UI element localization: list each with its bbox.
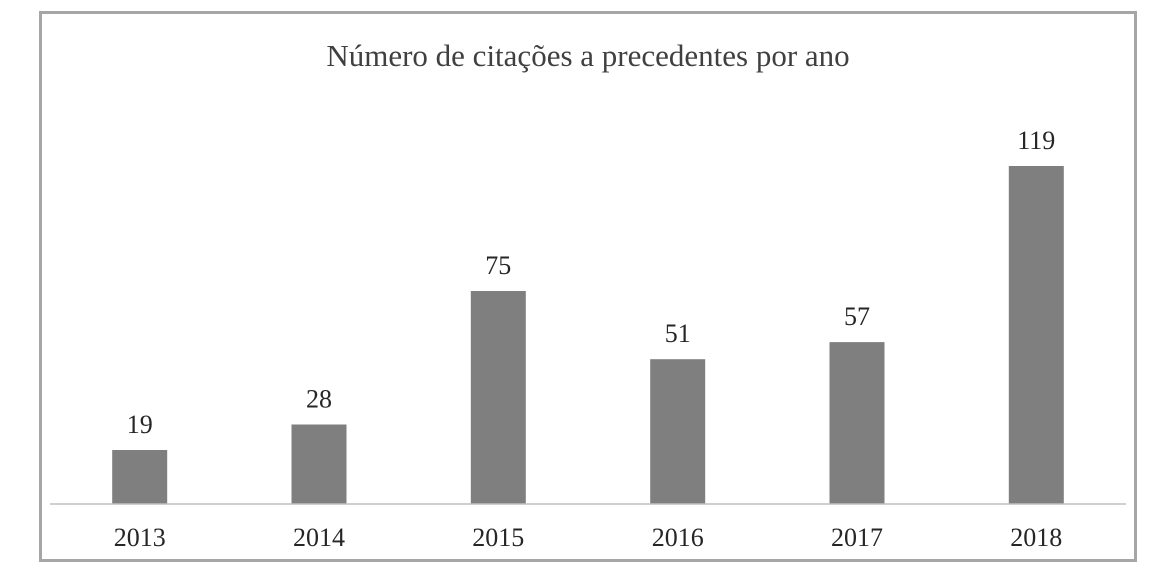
x-tick-label-2018: 2018 bbox=[1010, 523, 1062, 552]
chart-frame: Número de citações a precedentes por ano… bbox=[39, 11, 1137, 562]
data-label-2016: 51 bbox=[665, 319, 691, 348]
bar-2017 bbox=[829, 342, 885, 504]
bar-2016 bbox=[650, 359, 706, 504]
data-label-2015: 75 bbox=[485, 251, 511, 280]
labels-group: 19 28 75 51 57 119 bbox=[127, 126, 1056, 439]
tick-labels-group: 2013 2014 2015 2016 2017 2018 bbox=[114, 523, 1063, 552]
bar-2015 bbox=[470, 291, 526, 504]
bar-2018 bbox=[1008, 166, 1064, 504]
data-label-2014: 28 bbox=[306, 385, 332, 414]
chart-title: Número de citações a precedentes por ano bbox=[326, 38, 849, 73]
x-tick-label-2017: 2017 bbox=[831, 523, 883, 552]
x-tick-label-2013: 2013 bbox=[114, 523, 166, 552]
x-tick-label-2014: 2014 bbox=[293, 523, 345, 552]
bar-2013 bbox=[112, 450, 168, 504]
bar-chart: Número de citações a precedentes por ano… bbox=[50, 38, 1126, 552]
data-label-2013: 19 bbox=[127, 410, 153, 439]
bar-2014 bbox=[291, 424, 347, 504]
data-label-2018: 119 bbox=[1017, 126, 1055, 155]
x-tick-label-2015: 2015 bbox=[472, 523, 524, 552]
bars-group bbox=[112, 166, 1064, 504]
data-label-2017: 57 bbox=[844, 302, 870, 331]
x-tick-label-2016: 2016 bbox=[652, 523, 704, 552]
